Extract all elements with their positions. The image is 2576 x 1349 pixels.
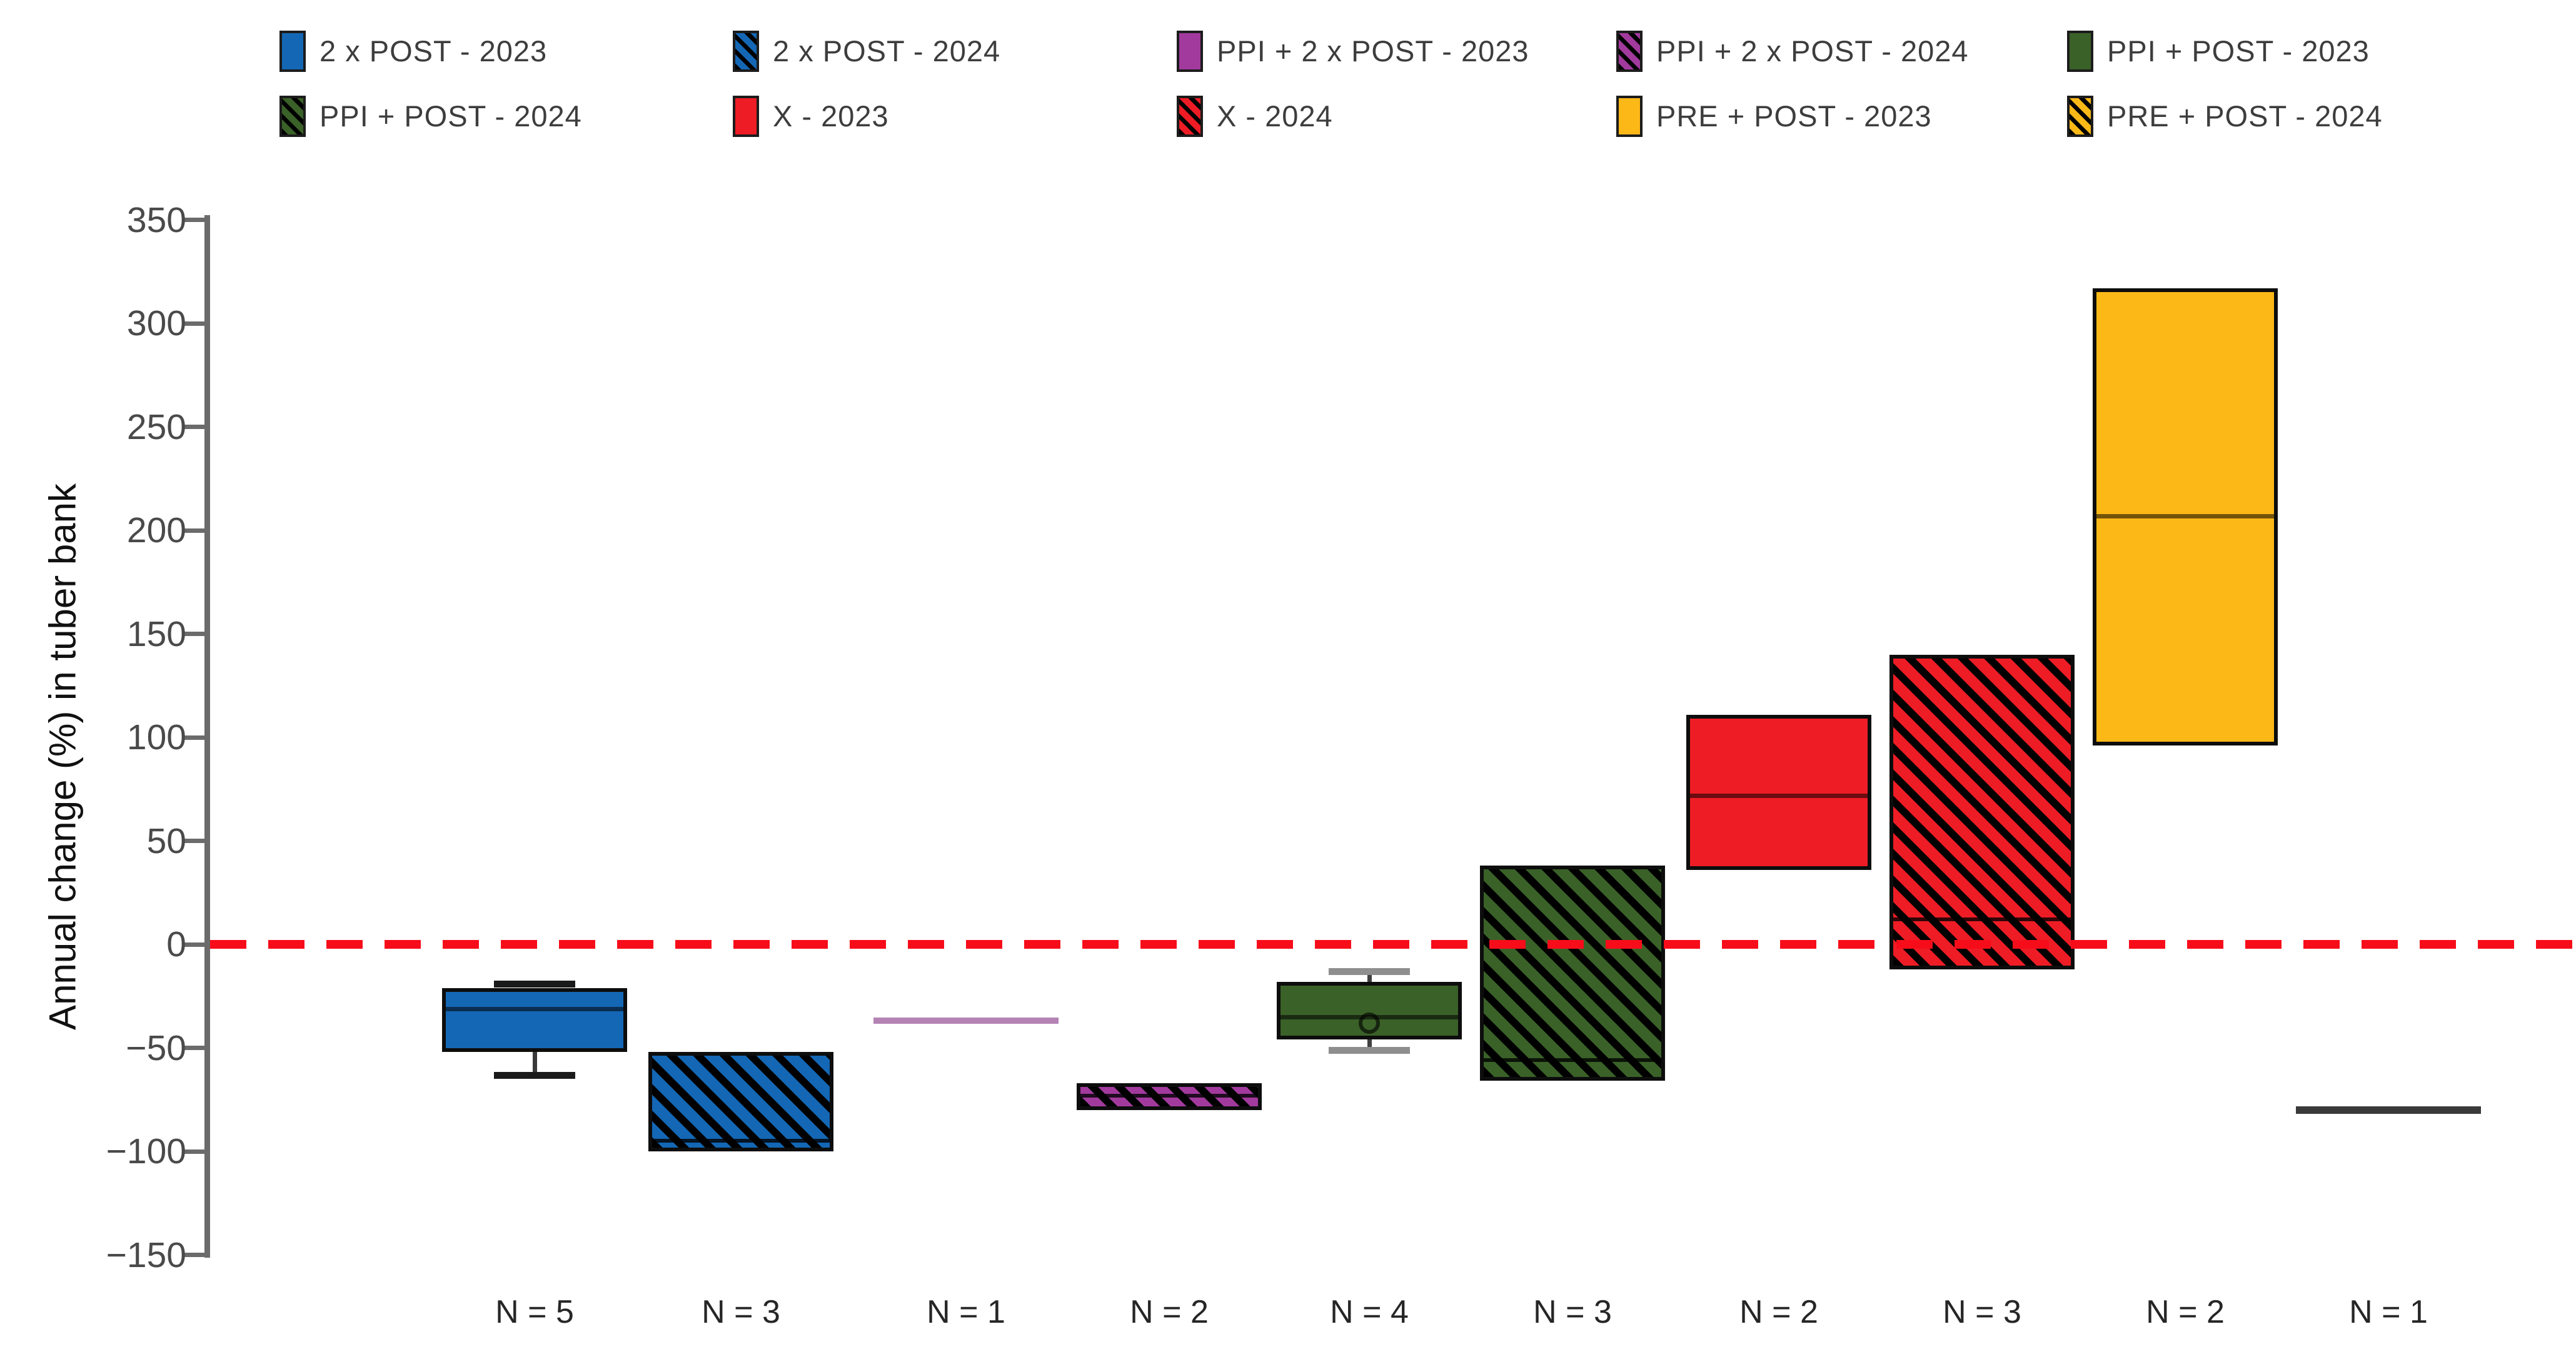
legend-swatch [2067, 31, 2093, 72]
y-tick [183, 632, 204, 636]
y-tick-label: 250 [126, 407, 186, 447]
legend-swatch [1177, 96, 1203, 137]
y-tick [183, 218, 204, 222]
whisker-cap [494, 1071, 575, 1079]
x-category-label: N = 1 [2349, 1294, 2428, 1330]
median-line [1893, 917, 2071, 922]
whisker-cap [1329, 1046, 1410, 1054]
y-tick-label: 50 [146, 821, 186, 861]
single-observation-line [2296, 1106, 2481, 1114]
legend-label: PRE + POST - 2023 [1656, 99, 1932, 133]
legend-swatch [279, 31, 306, 72]
median-line [1080, 1093, 1258, 1098]
legend-swatch [733, 31, 759, 72]
y-tick [183, 1253, 204, 1257]
legend-item: X - 2023 [733, 94, 1170, 139]
y-tick [183, 839, 204, 843]
x-category-label: N = 2 [1739, 1294, 1818, 1330]
whisker-stem [1367, 971, 1372, 982]
y-tick-label: −100 [106, 1131, 186, 1171]
y-tick [183, 942, 204, 947]
x-category-label: N = 5 [495, 1294, 574, 1330]
median-line [2096, 513, 2274, 518]
y-tick-label: 350 [126, 200, 186, 240]
whisker-stem [1367, 1039, 1372, 1050]
x-category-label: N = 3 [702, 1294, 780, 1330]
box [648, 1052, 833, 1151]
y-tick-label: 100 [126, 717, 186, 757]
y-tick [183, 425, 204, 429]
legend-label: X - 2024 [1217, 99, 1333, 133]
y-tick [183, 1046, 204, 1050]
whisker-cap [494, 980, 575, 988]
legend-swatch [1616, 31, 1643, 72]
box [1686, 714, 1871, 870]
legend-item: X - 2024 [1177, 94, 1614, 139]
legend-swatch [1616, 96, 1643, 137]
y-tick [183, 528, 204, 533]
legend-label: PRE + POST - 2024 [2107, 99, 2383, 133]
y-tick [183, 1149, 204, 1154]
legend-item: PPI + 2 x POST - 2024 [1616, 29, 2054, 74]
box [1480, 866, 1665, 1081]
median-line [652, 1139, 830, 1143]
legend-item: PRE + POST - 2024 [2067, 94, 2505, 139]
box [1889, 654, 2075, 969]
legend-label: 2 x POST - 2024 [773, 34, 1001, 68]
x-category-label: N = 3 [1943, 1294, 2021, 1330]
x-category-label: N = 3 [1533, 1294, 1612, 1330]
box [442, 988, 627, 1053]
legend-item: 2 x POST - 2024 [733, 29, 1170, 74]
legend-label: PPI + 2 x POST - 2023 [1217, 34, 1529, 68]
y-tick [183, 735, 204, 740]
whisker-cap [1329, 968, 1410, 976]
whisker-stem [533, 1052, 537, 1075]
y-tick-label: 150 [126, 614, 186, 654]
legend-item: PRE + POST - 2023 [1616, 94, 2054, 139]
legend-swatch [279, 96, 306, 137]
x-category-label: N = 1 [927, 1294, 1005, 1330]
legend-label: X - 2023 [773, 99, 889, 133]
legend-swatch [733, 96, 759, 137]
mean-marker [1359, 1012, 1380, 1034]
median-line [1484, 1058, 1661, 1063]
y-tick-label: 300 [126, 303, 186, 343]
y-axis-spine [204, 215, 210, 1258]
y-tick-label: 200 [126, 510, 186, 550]
legend-label: PPI + 2 x POST - 2024 [1656, 34, 1969, 68]
y-tick-label: −150 [106, 1235, 186, 1275]
zero-dashed-line [210, 940, 2576, 949]
x-category-label: N = 2 [2146, 1294, 2225, 1330]
y-tick-label: 0 [166, 924, 186, 964]
legend-label: 2 x POST - 2023 [319, 34, 548, 68]
legend-label: PPI + POST - 2024 [319, 99, 582, 133]
y-tick-label: −50 [126, 1028, 186, 1068]
legend-item: PPI + 2 x POST - 2023 [1177, 29, 1614, 74]
legend-item: 2 x POST - 2023 [279, 29, 717, 74]
legend-label: PPI + POST - 2023 [2107, 34, 2370, 68]
median-line [1690, 793, 1868, 798]
legend-swatch [1177, 31, 1203, 72]
legend-item: PPI + POST - 2024 [279, 94, 717, 139]
x-category-label: N = 2 [1130, 1294, 1209, 1330]
x-category-label: N = 4 [1330, 1294, 1409, 1330]
median-line [446, 1006, 623, 1011]
y-tick [183, 321, 204, 326]
single-observation-line [873, 1018, 1059, 1024]
legend-swatch [2067, 96, 2093, 137]
legend-item: PPI + POST - 2023 [2067, 29, 2505, 74]
